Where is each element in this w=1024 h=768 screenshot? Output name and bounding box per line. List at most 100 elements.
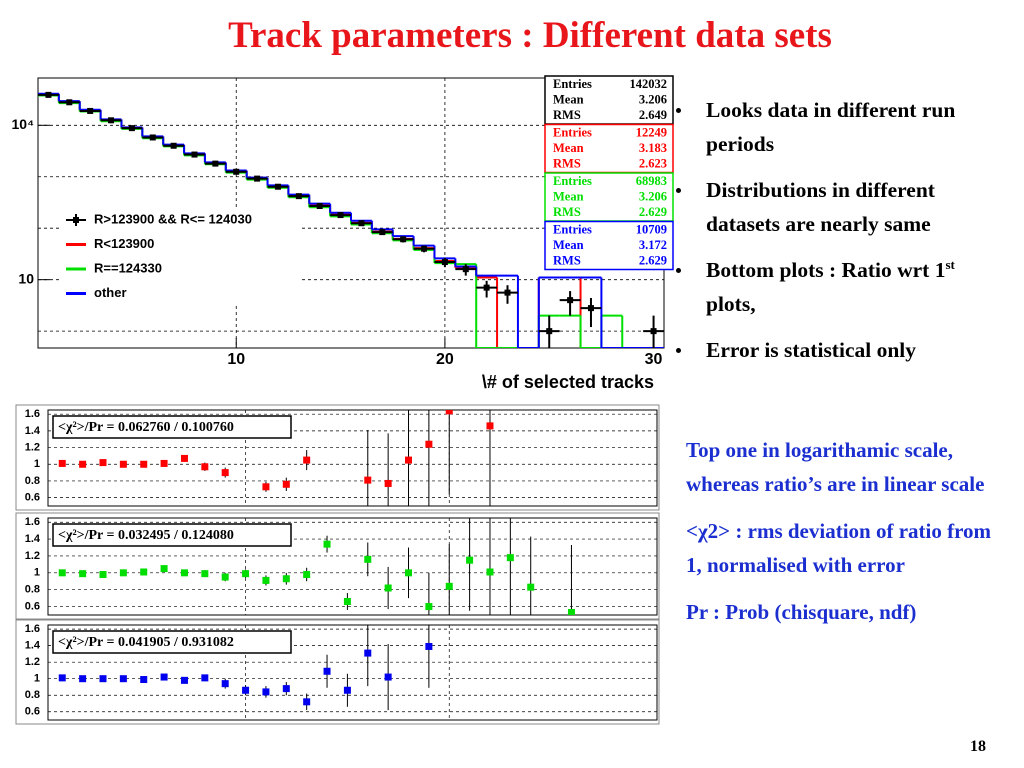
point xyxy=(343,686,351,694)
point xyxy=(262,576,270,584)
point xyxy=(79,675,87,683)
stats-value: 68983 xyxy=(636,174,667,188)
marker-dot xyxy=(650,328,657,335)
legend-label: R==124330 xyxy=(94,260,162,275)
stat-text: <χ²>/Pr = 0.041905 / 0.931082 xyxy=(58,635,234,650)
marker-dot xyxy=(587,305,594,312)
point xyxy=(160,459,168,467)
marker-dot xyxy=(316,203,323,210)
y-tick-label: 1 xyxy=(34,567,40,579)
point xyxy=(303,456,311,464)
point xyxy=(282,575,290,583)
y-tick-label: 0.6 xyxy=(25,600,40,612)
marker-dot xyxy=(108,117,115,124)
stats-label: RMS xyxy=(553,108,581,122)
stats-label: RMS xyxy=(553,156,581,170)
point xyxy=(364,649,372,657)
marker-dot xyxy=(462,266,469,273)
point xyxy=(180,676,188,684)
marker-dot xyxy=(379,229,386,236)
x-tick-label: 20 xyxy=(436,351,454,368)
point xyxy=(119,460,127,468)
point xyxy=(58,459,66,467)
stats-box xyxy=(544,75,674,125)
legend-box xyxy=(60,208,302,303)
legend-swatch xyxy=(73,217,79,223)
marker-dot xyxy=(212,160,219,167)
plot-area xyxy=(58,625,433,711)
marker-dot xyxy=(128,125,135,132)
point xyxy=(364,555,372,563)
legend-label: R<123900 xyxy=(94,236,154,251)
point xyxy=(567,608,575,615)
marker-dot xyxy=(149,134,156,141)
point xyxy=(99,675,107,683)
marker-dot xyxy=(504,289,511,296)
point xyxy=(486,568,494,576)
point xyxy=(180,569,188,577)
point xyxy=(425,603,433,611)
y-tick-label: 1.4 xyxy=(25,533,41,545)
bullet-text: Looks data in different run periods xyxy=(706,98,956,156)
marker-dot xyxy=(191,151,198,158)
bullet: Distributions in different datasets are … xyxy=(676,173,998,241)
stats-label: Entries xyxy=(553,174,592,188)
point xyxy=(221,573,229,581)
y-tick-label: 1.2 xyxy=(25,441,40,453)
stats-value: 2.623 xyxy=(639,156,667,170)
marker-dot xyxy=(170,142,177,149)
ratio-chart: 0.6 0.8 1 1.2 1.4 1.6 <χ²>/Pr = 0.062760 / 0.1… xyxy=(15,404,660,511)
stats-value: 2.649 xyxy=(639,108,667,122)
ratio-chart: 0.6 0.8 1 1.2 1.4 1.6 <χ²>/Pr = 0.041905 / 0.9… xyxy=(15,619,660,725)
plot-area xyxy=(58,410,494,506)
point xyxy=(303,698,311,706)
stats-label: Mean xyxy=(553,189,584,203)
stats-box xyxy=(544,172,674,222)
notes: Top one in logarithamic scale, whereas r… xyxy=(686,433,1004,642)
marker-dot xyxy=(233,168,240,175)
y-tick-label: 1.4 xyxy=(25,425,41,437)
stats-value: 12249 xyxy=(636,125,667,139)
point xyxy=(445,582,453,590)
x-tick-label: 30 xyxy=(645,351,663,368)
point xyxy=(466,556,474,564)
marker-dot xyxy=(295,193,302,200)
stat-box xyxy=(52,630,292,654)
point xyxy=(180,454,188,462)
stats-value: 2.629 xyxy=(639,205,667,219)
y-tick-label: 10⁴ xyxy=(12,116,35,132)
point xyxy=(384,673,392,681)
point xyxy=(58,674,66,682)
point xyxy=(405,569,413,577)
y-tick-label: 1.2 xyxy=(25,656,40,668)
stats-value: 3.206 xyxy=(639,92,667,106)
stats-value: 142032 xyxy=(630,77,668,91)
marker-dot xyxy=(400,236,407,243)
stats-label: RMS xyxy=(553,205,581,219)
point xyxy=(160,565,168,573)
plot-area xyxy=(58,518,575,615)
legend-label: other xyxy=(94,285,127,300)
bullet-text: Bottom plots : Ratio wrt 1 xyxy=(706,258,946,282)
stats-value: 3.183 xyxy=(639,141,667,155)
marker-dot xyxy=(358,220,365,227)
marker-dot xyxy=(274,183,281,190)
ratio-chart: 0.6 0.8 1 1.2 1.4 1.6 <χ²>/Pr = 0.032495 / 0.1… xyxy=(15,512,660,620)
point xyxy=(323,540,331,548)
y-tick-label: 0.8 xyxy=(25,584,40,596)
point xyxy=(405,456,413,464)
stats-label: Mean xyxy=(553,141,584,155)
point xyxy=(343,598,351,606)
bullet-text: plots, xyxy=(706,292,756,316)
stat-box xyxy=(52,523,292,547)
x-axis-label: \# of selected tracks xyxy=(482,372,654,392)
point xyxy=(506,554,514,562)
point xyxy=(486,422,494,430)
marker-dot xyxy=(87,107,94,114)
marker-dot xyxy=(254,175,261,182)
point xyxy=(425,642,433,650)
marker-dot xyxy=(421,245,428,252)
bullet: Looks data in different run periods xyxy=(676,93,998,161)
note: Pr : Prob (chisquare, ndf) xyxy=(686,600,917,624)
stats-label: Entries xyxy=(553,222,592,236)
